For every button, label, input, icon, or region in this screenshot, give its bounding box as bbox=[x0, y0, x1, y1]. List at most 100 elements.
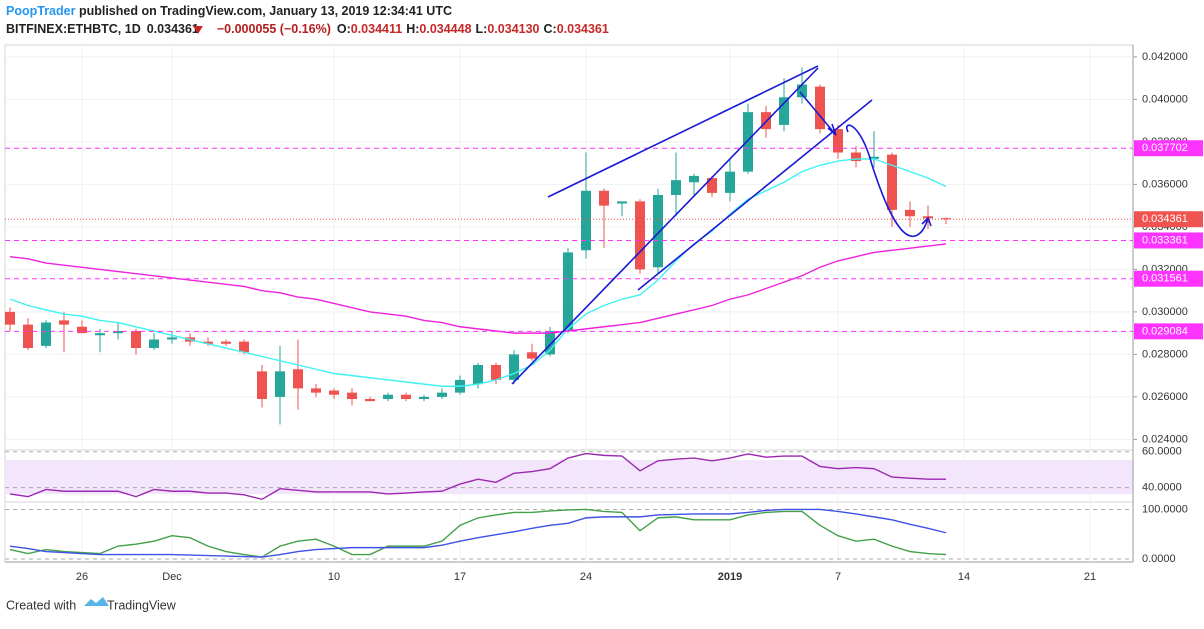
candle-body bbox=[545, 331, 555, 355]
y-tick-label: 0.024000 bbox=[1142, 433, 1188, 445]
candle-body bbox=[131, 331, 141, 349]
candle-body bbox=[509, 354, 519, 380]
candle-body bbox=[689, 175, 699, 183]
price: 0.034361 bbox=[147, 22, 199, 36]
candle-body bbox=[743, 112, 753, 172]
candle-body bbox=[95, 333, 105, 336]
candle-body bbox=[41, 322, 51, 346]
c-value: 0.034361 bbox=[557, 22, 609, 36]
candle-body bbox=[527, 352, 537, 359]
l-label: L: bbox=[476, 22, 488, 36]
candle-body bbox=[239, 341, 249, 353]
candle-body bbox=[275, 371, 285, 397]
last-price-box bbox=[1134, 211, 1203, 228]
y-tick-label: 40.0000 bbox=[1142, 482, 1182, 494]
last-price-label: 0.034361 bbox=[1142, 213, 1188, 225]
candle-body bbox=[293, 369, 303, 389]
candle-body bbox=[779, 97, 789, 125]
price-label: 0.033361 bbox=[1142, 234, 1188, 246]
indicator-line bbox=[9, 508, 947, 558]
y-tick-label: 0.026000 bbox=[1142, 391, 1188, 403]
candle-body bbox=[635, 201, 645, 270]
c-label: C: bbox=[544, 22, 557, 36]
candle-body bbox=[419, 396, 429, 400]
x-tick-label: 2019 bbox=[718, 571, 742, 583]
publish-line: PoopTrader published on TradingView.com,… bbox=[6, 4, 452, 18]
down-arrow bbox=[193, 26, 203, 34]
candle-body bbox=[113, 331, 123, 334]
y-tick-label: 100.0000 bbox=[1142, 503, 1188, 515]
created-with: Created with bbox=[6, 598, 76, 612]
candle-body bbox=[491, 365, 501, 380]
candle-body bbox=[221, 341, 231, 344]
candle-body bbox=[815, 86, 825, 130]
candle-body bbox=[905, 209, 915, 217]
candle-body bbox=[833, 129, 843, 153]
candle-body bbox=[851, 152, 861, 162]
y-tick-label: 0.0000 bbox=[1142, 553, 1176, 565]
candle-body bbox=[59, 320, 69, 325]
candle-body bbox=[347, 392, 357, 400]
indicator-line bbox=[9, 508, 947, 558]
x-tick-label: 17 bbox=[454, 571, 466, 583]
candle-body bbox=[617, 201, 627, 204]
indicator-line bbox=[9, 158, 947, 387]
candle-body bbox=[383, 394, 393, 400]
candle-body bbox=[167, 337, 177, 340]
candle-body bbox=[473, 365, 483, 385]
candle-body bbox=[23, 324, 33, 349]
author: PoopTrader bbox=[6, 4, 76, 18]
x-tick-label: 14 bbox=[958, 571, 970, 583]
candle-body bbox=[599, 190, 609, 206]
brand: TradingView bbox=[107, 598, 177, 612]
x-tick-label: 7 bbox=[835, 571, 841, 583]
price-label-box bbox=[1134, 323, 1203, 340]
candle-body bbox=[581, 190, 591, 251]
indicator-line bbox=[9, 243, 947, 334]
candle-body bbox=[329, 390, 339, 395]
x-tick-label: Dec bbox=[162, 571, 182, 583]
y-tick-label: 0.028000 bbox=[1142, 348, 1188, 360]
price-label-box bbox=[1134, 232, 1203, 249]
published: published on TradingView.com, January 13… bbox=[75, 4, 452, 18]
h-value: 0.034448 bbox=[419, 22, 471, 36]
symbol: BITFINEX:ETHBTC, 1D bbox=[6, 22, 141, 36]
candle-body bbox=[437, 392, 447, 397]
price-label-box bbox=[1134, 270, 1203, 287]
rsi-band bbox=[5, 460, 1133, 494]
l-value: 0.034130 bbox=[487, 22, 539, 36]
candle-body bbox=[725, 171, 735, 193]
y-tick-label: 0.030000 bbox=[1142, 306, 1188, 318]
candle-body bbox=[941, 218, 951, 220]
change: −0.000055 (−0.16%) bbox=[217, 22, 331, 36]
candle-body bbox=[365, 399, 375, 402]
candle-body bbox=[203, 341, 213, 344]
trend-line bbox=[547, 65, 819, 198]
o-value: 0.034411 bbox=[351, 22, 402, 36]
x-tick-label: 21 bbox=[1084, 571, 1096, 583]
quote-line: BITFINEX:ETHBTC, 1D 0.034361 −0.000055 (−0… bbox=[6, 22, 609, 36]
price-label-box bbox=[1134, 140, 1203, 157]
candle-body bbox=[707, 178, 717, 193]
trend-line bbox=[511, 67, 819, 385]
arrow bbox=[846, 124, 932, 237]
candle-body bbox=[887, 154, 897, 210]
logo bbox=[84, 597, 109, 606]
price-label: 0.029084 bbox=[1142, 325, 1188, 337]
candle-body bbox=[401, 394, 411, 400]
h-label: H: bbox=[406, 22, 419, 36]
candle-body bbox=[671, 180, 681, 196]
y-tick-label: 0.042000 bbox=[1142, 51, 1188, 63]
candle-body bbox=[5, 311, 15, 325]
o-label: O: bbox=[337, 22, 351, 36]
y-tick-label: 0.036000 bbox=[1142, 178, 1188, 190]
logo-icon bbox=[84, 597, 109, 606]
candle-body bbox=[257, 371, 267, 400]
price-label: 0.037702 bbox=[1142, 142, 1188, 154]
x-tick-label: 24 bbox=[580, 571, 592, 583]
x-tick-label: 10 bbox=[328, 571, 340, 583]
candle-body bbox=[653, 195, 663, 268]
price-label: 0.031561 bbox=[1142, 273, 1188, 285]
y-tick-label: 60.0000 bbox=[1142, 446, 1182, 458]
